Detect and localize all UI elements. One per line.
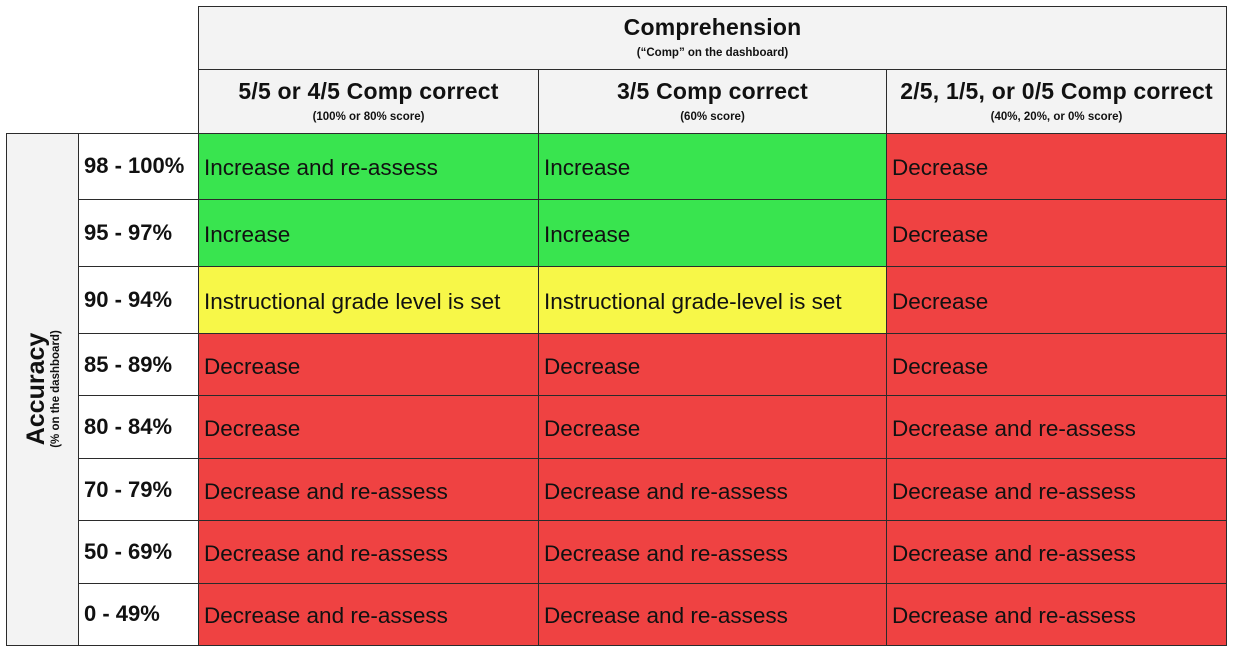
action-cell: Increase [538, 199, 887, 267]
accuracy-range: 98 - 100% [78, 132, 199, 201]
action-cell: Decrease and re-assess [885, 520, 1228, 584]
column-header-low: 2/5, 1/5, or 0/5 Comp correct (40%, 20%,… [885, 69, 1228, 134]
comprehension-subtitle: (“Comp” on the dashboard) [636, 47, 789, 60]
accuracy-range: 0 - 49% [78, 582, 199, 647]
table-row: 80 - 84% Decrease Decrease Decrease and … [7, 395, 1228, 459]
column-header-sub: (40%, 20%, or 0% score) [990, 110, 1123, 123]
action-cell: Decrease and re-assess [198, 457, 539, 522]
column-header-sub: (60% score) [680, 110, 745, 123]
table-row: Accuracy (% on the dashboard) 98 - 100% … [6, 132, 1228, 647]
decision-table-container: Comprehension (“Comp” on the dashboard) … [6, 5, 1228, 647]
corner-blank [6, 6, 199, 134]
action-cell: Instructional grade level is set [198, 265, 539, 335]
table-row: 50 - 69% Decrease and re-assess Decrease… [7, 520, 1228, 584]
column-header-mid: 3/5 Comp correct (60% score) [538, 69, 887, 134]
action-cell: Decrease [885, 199, 1228, 267]
accuracy-subtitle: (% on the dashboard) [49, 330, 62, 449]
action-cell: Decrease [198, 333, 539, 397]
action-cell: Instructional grade-level is set [538, 265, 887, 335]
accuracy-range: 95 - 97% [78, 199, 199, 267]
accuracy-axis-label: Accuracy (% on the dashboard) [6, 132, 79, 647]
column-header-sub: (100% or 80% score) [312, 110, 425, 123]
action-cell: Decrease [885, 333, 1228, 397]
column-header-high: 5/5 or 4/5 Comp correct (100% or 80% sco… [198, 69, 539, 134]
action-cell: Decrease and re-assess [885, 457, 1228, 522]
action-cell: Decrease and re-assess [538, 582, 887, 647]
action-cell: Decrease and re-assess [538, 457, 887, 522]
accuracy-range: 50 - 69% [78, 520, 199, 584]
action-cell: Decrease and re-assess [198, 520, 539, 584]
accuracy-range: 85 - 89% [78, 333, 199, 397]
comprehension-accuracy-table: Comprehension (“Comp” on the dashboard) … [6, 5, 1228, 647]
table-row: 90 - 94% Instructional grade level is se… [7, 265, 1228, 335]
action-cell: Decrease and re-assess [885, 582, 1228, 647]
action-cell: Increase and re-assess [198, 132, 539, 201]
action-cell: Decrease [538, 395, 887, 459]
accuracy-range: 80 - 84% [78, 395, 199, 459]
accuracy-title: Accuracy [21, 333, 50, 446]
column-header-label: 5/5 or 4/5 Comp correct [238, 77, 499, 104]
comprehension-title: Comprehension [623, 14, 802, 41]
accuracy-range: 90 - 94% [78, 265, 199, 335]
accuracy-range: 70 - 79% [78, 457, 199, 522]
action-cell: Decrease and re-assess [885, 395, 1228, 459]
column-header-label: 3/5 Comp correct [616, 77, 809, 104]
column-header-label: 2/5, 1/5, or 0/5 Comp correct [900, 77, 1213, 104]
action-cell: Increase [538, 132, 887, 201]
comprehension-header: Comprehension (“Comp” on the dashboard) [197, 5, 1228, 71]
table-row: 95 - 97% Increase Increase Decrease [7, 199, 1228, 267]
action-cell: Increase [198, 199, 539, 267]
action-cell: Decrease [885, 265, 1228, 335]
action-cell: Decrease and re-assess [198, 582, 539, 647]
action-cell: Decrease [538, 333, 887, 397]
action-cell: Decrease and re-assess [538, 520, 887, 584]
table-row: 0 - 49% Decrease and re-assess Decrease … [7, 582, 1228, 647]
table-row: 85 - 89% Decrease Decrease Decrease [7, 333, 1228, 397]
action-cell: Decrease [198, 395, 539, 459]
table-row: 70 - 79% Decrease and re-assess Decrease… [7, 457, 1228, 522]
action-cell: Decrease [885, 132, 1228, 201]
